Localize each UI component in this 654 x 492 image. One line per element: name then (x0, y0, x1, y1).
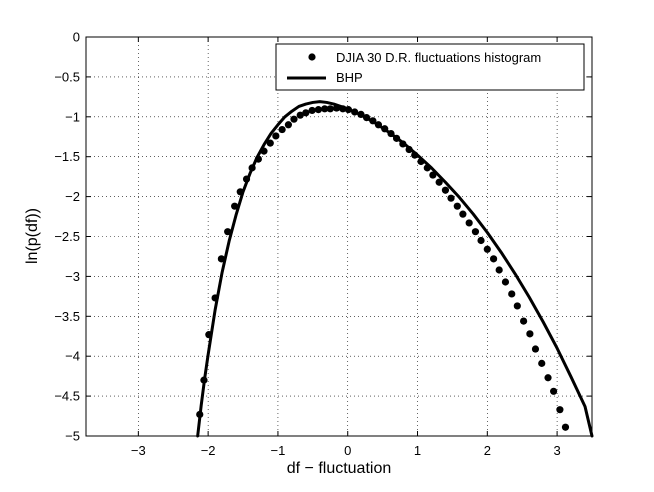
histogram-point (290, 115, 298, 123)
y-tick-label: 0 (73, 30, 80, 45)
bhp-series (196, 100, 594, 438)
y-tick-label: −4.5 (54, 389, 80, 404)
bhp-curve (196, 100, 594, 438)
histogram-point (508, 290, 516, 298)
histogram-point (465, 219, 473, 227)
x-tick-label: −1 (271, 443, 286, 458)
x-tick-label: 0 (344, 443, 351, 458)
x-tick-label: 3 (553, 443, 560, 458)
histogram-point (477, 236, 485, 245)
histogram-point (302, 109, 310, 117)
histogram-point (224, 228, 232, 236)
histogram-point (447, 194, 455, 202)
histogram-point (471, 228, 480, 236)
histogram-point (556, 406, 564, 414)
histogram-point (435, 178, 443, 186)
histogram-point (501, 278, 510, 286)
histogram-point (308, 106, 316, 115)
legend-label-bhp: BHP (336, 70, 363, 85)
histogram-point (538, 359, 546, 367)
histogram-point (278, 125, 286, 134)
histogram-point (483, 245, 491, 253)
y-axis-title: ln(p(df)) (24, 208, 41, 264)
histogram-point (272, 132, 280, 140)
y-axis-ticks: 0 −0.5 −1 −1.5 −2 −2.5 −3 −3.5 −4 −4.5 −5 (54, 30, 592, 444)
x-tick-label: −3 (131, 443, 146, 458)
histogram-point (495, 266, 503, 274)
histogram-point (441, 186, 450, 194)
grid-lines (86, 37, 592, 436)
histogram-point (544, 374, 552, 382)
y-tick-label: −4 (65, 349, 80, 364)
histogram-point (561, 423, 570, 431)
y-tick-label: −1 (65, 109, 80, 124)
histogram-point (326, 105, 334, 113)
y-tick-label: −2 (65, 189, 80, 204)
x-axis-title: df − fluctuation (287, 460, 392, 477)
histogram-point (266, 139, 274, 147)
histogram-point (284, 121, 292, 129)
histogram-point (231, 202, 239, 210)
y-tick-label: −5 (65, 429, 80, 444)
y-tick-label: −2.5 (54, 229, 80, 244)
histogram-point (513, 302, 521, 310)
y-tick-label: −0.5 (54, 69, 80, 84)
histogram-point (217, 255, 225, 263)
legend: DJIA 30 D.R. fluctuations histogram BHP (275, 43, 585, 91)
histogram-point (296, 111, 304, 119)
x-tick-label: 2 (484, 443, 491, 458)
histogram-point (531, 345, 540, 353)
x-tick-label: 1 (414, 443, 421, 458)
histogram-point (321, 105, 329, 113)
histogram-point (526, 330, 534, 338)
histogram-point (453, 202, 461, 210)
histogram-point (489, 255, 498, 263)
legend-box (275, 43, 585, 91)
histogram-point (520, 317, 528, 325)
x-tick-label: −2 (201, 443, 216, 458)
y-tick-label: −3 (65, 269, 80, 284)
histogram-point (314, 106, 323, 114)
histogram-point (550, 387, 558, 395)
histogram-point (459, 210, 467, 218)
legend-label-histogram: DJIA 30 D.R. fluctuations histogram (336, 50, 541, 65)
y-tick-label: −1.5 (54, 149, 80, 164)
y-tick-label: −3.5 (54, 309, 80, 324)
legend-marker-histogram (308, 53, 316, 61)
x-axis-ticks: −3 −2 −1 0 1 2 3 (131, 37, 561, 458)
